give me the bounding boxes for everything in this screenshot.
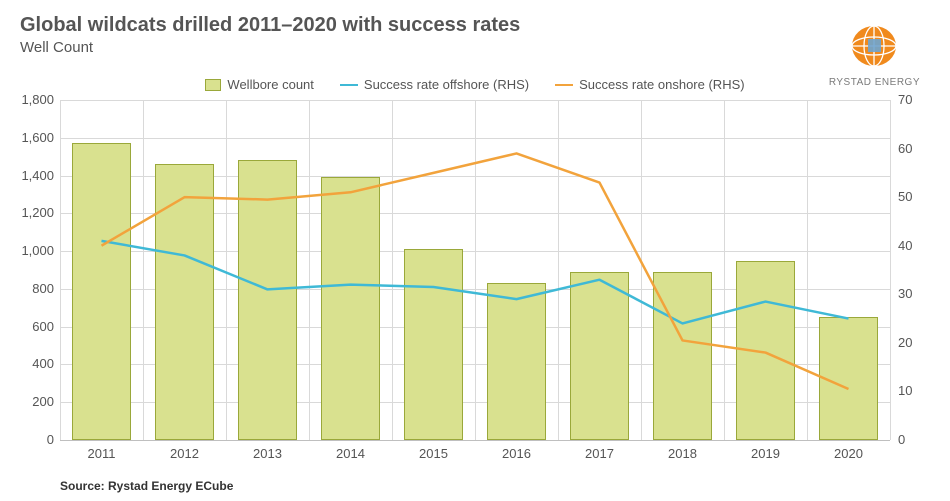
x-tick: 2018 [668, 446, 697, 461]
y-left-tick: 400 [12, 356, 54, 371]
x-tick: 2012 [170, 446, 199, 461]
chart-title: Global wildcats drilled 2011–2020 with s… [20, 14, 930, 37]
source-text: Source: Rystad Energy ECube [60, 479, 233, 493]
series-onshore [102, 153, 849, 389]
y-right-tick: 0 [898, 432, 905, 447]
x-axis [60, 440, 890, 441]
y-left-tick: 800 [12, 281, 54, 296]
y-right-tick: 20 [898, 335, 912, 350]
y-left-tick: 1,600 [12, 130, 54, 145]
y-right-tick: 40 [898, 238, 912, 253]
y-left-tick: 0 [12, 432, 54, 447]
chart-subtitle: Well Count [20, 39, 930, 56]
series-offshore [102, 241, 849, 324]
y-left-tick: 600 [12, 319, 54, 334]
x-tick: 2019 [751, 446, 780, 461]
y-left-tick: 200 [12, 394, 54, 409]
y-left-tick: 1,400 [12, 168, 54, 183]
y-left-tick: 1,800 [12, 92, 54, 107]
globe-icon [848, 24, 900, 70]
y-right-tick: 30 [898, 286, 912, 301]
grid-vline [890, 100, 891, 440]
x-tick: 2011 [88, 446, 116, 461]
line-overlay [60, 80, 890, 440]
plot-area: Wellbore countSuccess rate offshore (RHS… [60, 80, 890, 440]
x-tick: 2015 [419, 446, 448, 461]
x-tick: 2013 [253, 446, 282, 461]
y-right-tick: 70 [898, 92, 912, 107]
y-right-tick: 60 [898, 141, 912, 156]
y-right-tick: 10 [898, 383, 912, 398]
x-tick: 2014 [336, 446, 365, 461]
y-left-tick: 1,000 [12, 243, 54, 258]
y-right-tick: 50 [898, 189, 912, 204]
y-left-tick: 1,200 [12, 205, 54, 220]
x-tick: 2017 [585, 446, 614, 461]
x-tick: 2020 [834, 446, 863, 461]
x-tick: 2016 [502, 446, 531, 461]
chart-container: Global wildcats drilled 2011–2020 with s… [0, 0, 950, 501]
